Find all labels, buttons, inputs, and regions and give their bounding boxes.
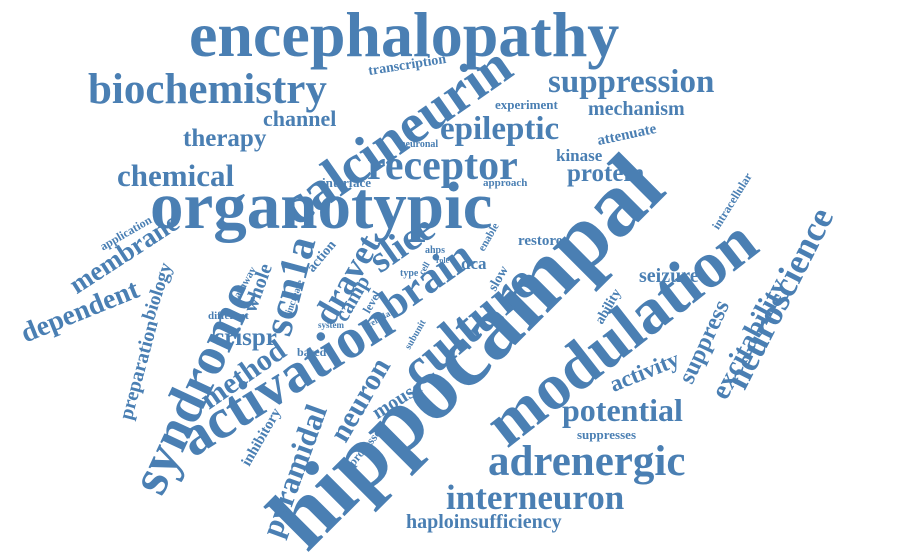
word-approach: approach [483, 177, 528, 189]
word-channel: channel [263, 106, 337, 131]
word-adrenergic: adrenergic [488, 438, 686, 485]
word-biology: biology [138, 260, 177, 323]
word-role: role [436, 256, 450, 265]
word-system: system [318, 320, 344, 330]
word-kinase: kinase [556, 146, 603, 165]
word-epileptic: epileptic [440, 111, 560, 147]
word-suppresses: suppresses [577, 427, 637, 442]
word-interface: interface [322, 175, 372, 190]
word-mechanism: mechanism [588, 98, 685, 120]
word-neuronal: neuronal [400, 139, 439, 150]
word-receptor: receptor [367, 143, 518, 189]
word-suppression: suppression [548, 64, 715, 100]
word-seizure: seizure [639, 265, 699, 287]
word-type: type [400, 268, 419, 279]
word-experiment: experiment [495, 97, 558, 112]
word-based: based [297, 345, 327, 359]
word-encephalopathy: encephalopathy [189, 0, 620, 70]
word-haploinsufficiency: haploinsufficiency [406, 511, 562, 533]
word-crispr: crispr [213, 324, 277, 351]
word-ahps: ahps [425, 245, 446, 256]
word-chemical: chemical [117, 158, 235, 193]
word-potential: potential [562, 392, 683, 428]
word-interneuron: interneuron [446, 478, 625, 517]
word-restore: restore [518, 233, 563, 249]
word-different: different [208, 310, 249, 322]
word-protein: protein [567, 160, 645, 187]
word-therapy: therapy [183, 125, 267, 152]
word-organotypic: organotypic [150, 169, 493, 243]
word-biochemistry: biochemistry [88, 66, 327, 113]
word-dca: dca [461, 254, 487, 273]
